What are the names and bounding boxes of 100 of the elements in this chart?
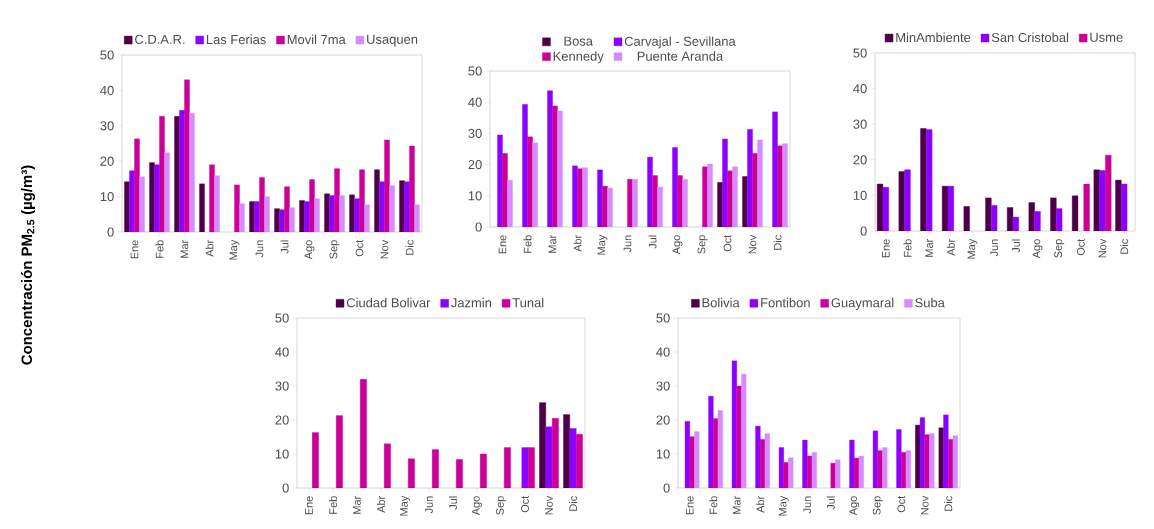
bar (239, 203, 245, 232)
y-tick-label: 0 (475, 222, 482, 232)
x-tick-label: Jul (826, 496, 835, 510)
x-tick-label: Mar (732, 495, 741, 514)
bar (339, 195, 345, 232)
y-tick-label: 40 (468, 97, 482, 107)
bar (597, 169, 603, 227)
bar (214, 175, 220, 232)
x-tick-label: Jun (623, 235, 632, 253)
y-tick-label: 20 (275, 415, 289, 425)
bar (374, 169, 380, 232)
y-tick-label: 30 (100, 121, 114, 131)
x-tick-label: Jun (803, 496, 812, 514)
x-tick-label: May (778, 495, 789, 516)
bar (717, 182, 723, 227)
x-tick-label: Dic (1120, 239, 1129, 254)
x-tick-label: Abr (946, 238, 955, 256)
legend-label: Guaymaral (831, 297, 894, 310)
y-tick-label: 10 (853, 190, 867, 200)
bar (309, 179, 315, 232)
bar (379, 181, 385, 232)
legend-label: MinAmbiente (896, 32, 971, 43)
bar (274, 208, 280, 232)
bar (582, 167, 588, 227)
bar (527, 136, 533, 227)
x-tick-label: Oct (521, 495, 529, 513)
y-tick-label: 40 (656, 347, 670, 357)
bar (707, 163, 713, 227)
bar (742, 176, 748, 227)
bar (349, 194, 355, 232)
y-tick-label: 20 (656, 415, 670, 425)
bar (259, 177, 265, 232)
legend-label: Suba (915, 297, 945, 308)
x-tick-label: Sep (872, 496, 883, 515)
x-tick-label: Jun (425, 496, 433, 514)
y-tick-label: 50 (275, 313, 289, 323)
bar (184, 79, 190, 232)
x-tick-label: Feb (155, 240, 164, 258)
bar (752, 153, 758, 227)
bar (189, 113, 195, 232)
bar (652, 175, 658, 227)
x-tick-label: Nov (545, 495, 553, 515)
x-tick-label: Jul (448, 496, 458, 510)
bar (777, 145, 783, 227)
x-tick-label: Mar (548, 234, 557, 253)
legend-label: Carvajal - Sevillana (624, 36, 736, 49)
x-tick-label: Feb (709, 496, 718, 514)
bar (304, 201, 310, 232)
x-tick-label: Ene (882, 239, 890, 258)
bar (209, 164, 215, 232)
bar (124, 181, 130, 232)
bar (672, 147, 678, 227)
legend-label: Puente Aranda (637, 51, 724, 61)
bar (289, 207, 295, 232)
x-tick-label: May (400, 495, 410, 516)
x-tick-label: Jul (280, 240, 289, 254)
bar (547, 90, 553, 227)
bar (154, 164, 160, 232)
bar (164, 152, 170, 232)
x-tick-label: Abr (376, 495, 386, 513)
bar (129, 170, 135, 232)
bar (404, 181, 410, 232)
x-tick-label: Dic (568, 496, 578, 511)
y-tick-label: 10 (656, 449, 670, 459)
bar (677, 175, 683, 227)
bar (552, 105, 558, 227)
x-tick-label: Dic (944, 496, 953, 511)
bar (722, 138, 728, 227)
y-tick-label: 10 (468, 191, 482, 201)
bar (747, 129, 753, 227)
y-tick-label: 0 (860, 226, 867, 236)
x-tick-label: Ene (305, 496, 313, 515)
bar (702, 166, 708, 227)
bar (607, 187, 613, 227)
x-tick-label: Ago (1032, 239, 1043, 259)
bar (314, 198, 320, 232)
y-tick-label: 30 (275, 381, 289, 391)
x-tick-label: May (229, 239, 240, 260)
x-tick-label: Oct (1076, 238, 1085, 256)
bar (134, 138, 140, 232)
x-tick-label: Sep (496, 496, 506, 515)
bar (389, 185, 395, 232)
y-tick-label: 0 (663, 483, 670, 493)
x-tick-label: Dic (405, 240, 414, 255)
x-tick-label: Nov (1098, 238, 1107, 258)
y-tick-label: 10 (100, 192, 114, 202)
bar (602, 185, 608, 227)
bar (284, 186, 290, 232)
y-tick-label: 40 (100, 85, 114, 95)
x-tick-label: Sep (697, 235, 708, 254)
x-tick-label: Ene (498, 235, 507, 254)
bar (732, 166, 738, 227)
bar (647, 156, 653, 227)
bar (234, 184, 240, 232)
x-tick-label: Abr (205, 239, 214, 257)
bar (174, 116, 180, 232)
x-tick-label: Ago (849, 496, 860, 516)
y-tick-label: 0 (107, 227, 114, 237)
x-tick-label: Jun (990, 239, 999, 257)
y-tick-label: 20 (100, 156, 114, 166)
